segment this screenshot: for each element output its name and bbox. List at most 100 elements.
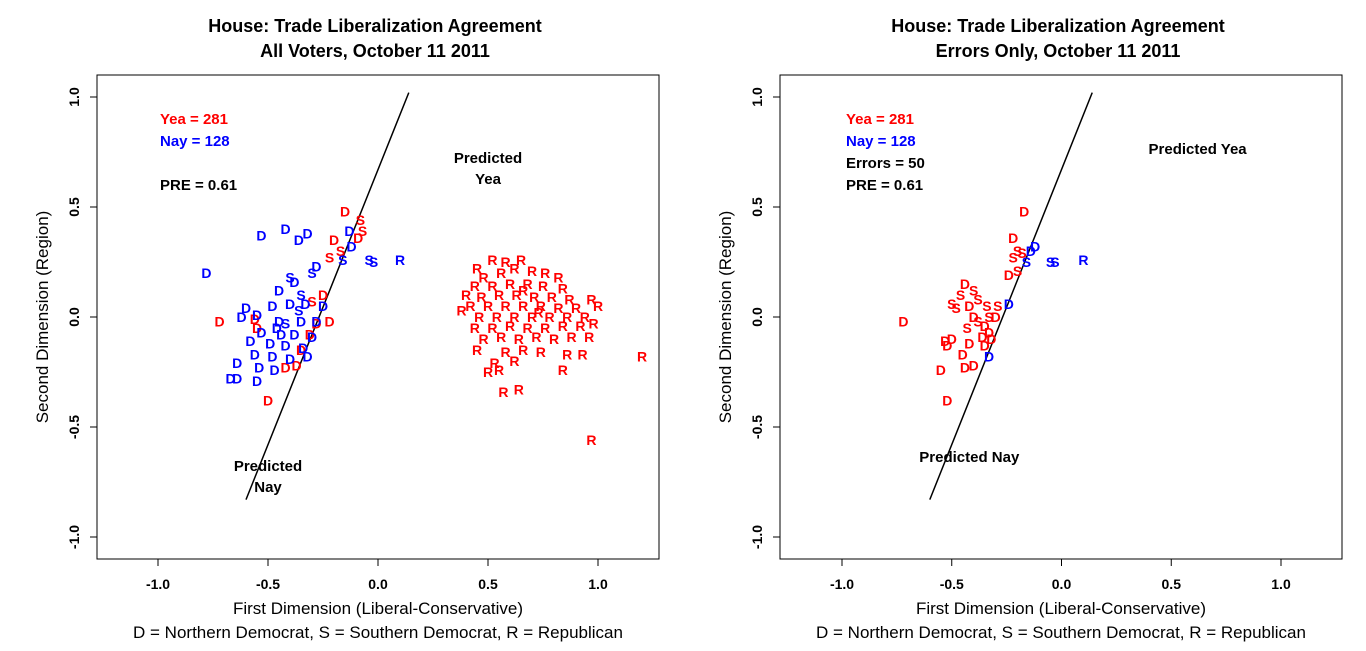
legislator-point: R xyxy=(501,298,511,314)
legislator-point: R xyxy=(562,309,572,325)
legislator-point: S xyxy=(356,212,365,228)
party-legend-note: D = Northern Democrat, S = Southern Demo… xyxy=(816,623,1306,642)
legislator-point: R xyxy=(571,300,581,316)
legislator-point: R xyxy=(496,265,506,281)
x-axis: -1.0 -0.5 0.0 0.5 1.0 xyxy=(146,559,608,592)
legislator-point: S xyxy=(369,254,378,270)
legislator-point: R xyxy=(514,382,524,398)
legislator-point: R xyxy=(509,353,519,369)
legislator-point: D xyxy=(270,362,280,378)
y-tick-label: 0.0 xyxy=(66,307,82,327)
legislator-point: R xyxy=(476,289,486,305)
chart-title: House: Trade Liberalization Agreement xyxy=(208,16,541,36)
legislator-point: D xyxy=(984,349,994,365)
legislator-point: D xyxy=(311,316,321,332)
legislator-point: R xyxy=(474,309,484,325)
legislator-point: D xyxy=(964,335,974,351)
legislator-point: D xyxy=(303,349,313,365)
legislator-point: D xyxy=(329,232,339,248)
legislator-point: S xyxy=(325,250,334,266)
legislator-point: D xyxy=(980,318,990,334)
legislator-point: D xyxy=(215,313,225,329)
legislator-point: R xyxy=(540,265,550,281)
chart-title: House: Trade Liberalization Agreement xyxy=(891,16,1224,36)
legislator-point: D xyxy=(296,342,306,358)
legislator-point: R xyxy=(490,355,500,371)
panel-errors-only: House: Trade Liberalization Agreement Er… xyxy=(716,16,1343,642)
legislator-point: D xyxy=(250,311,260,327)
legislator-point: S xyxy=(338,252,347,268)
legislator-point: D xyxy=(285,296,295,312)
legislator-point: R xyxy=(593,298,603,314)
y-axis: -1.0 -0.5 0.0 0.5 1.0 xyxy=(66,87,97,549)
legislator-point: D xyxy=(276,327,286,343)
legislator-point: S xyxy=(281,316,290,332)
legislator-point: S xyxy=(973,291,982,307)
legislator-point: R xyxy=(637,349,647,365)
legislator-point: R xyxy=(586,432,596,448)
legislator-point: R xyxy=(536,344,546,360)
legislator-point: R xyxy=(575,318,585,334)
x-tick-label: 0.5 xyxy=(478,576,498,592)
legislator-point: D xyxy=(1026,243,1036,259)
legislator-point: S xyxy=(1050,254,1059,270)
legislator-point: D xyxy=(1030,239,1040,255)
legislator-point: D xyxy=(969,309,979,325)
x-tick-label: 0.0 xyxy=(368,576,388,592)
legislator-point: R xyxy=(487,320,497,336)
legislator-point: D xyxy=(265,335,275,351)
legislator-point: R xyxy=(558,318,568,334)
legislator-point: D xyxy=(936,362,946,378)
legislator-point: R xyxy=(534,305,544,321)
x-tick-label: -0.5 xyxy=(256,576,280,592)
legislator-point: R xyxy=(505,276,515,292)
legislator-point: D xyxy=(318,298,328,314)
legislator-point: R xyxy=(461,287,471,303)
legislator-point: D xyxy=(263,393,273,409)
legislator-point: D xyxy=(1008,230,1018,246)
legislator-point: R xyxy=(523,276,533,292)
legislator-point: R xyxy=(527,263,537,279)
legislator-point: D xyxy=(274,313,284,329)
legislator-point: R xyxy=(483,364,493,380)
chart-subtitle: All Voters, October 11 2011 xyxy=(260,41,490,61)
legislator-point: D xyxy=(281,360,291,376)
legislator-point: R xyxy=(514,331,524,347)
legislator-point: D xyxy=(964,298,974,314)
legislator-point: D xyxy=(232,371,242,387)
cutting-line xyxy=(929,92,1093,500)
legislator-point: D xyxy=(241,300,251,316)
legislator-point: R xyxy=(483,298,493,314)
x-tick-label: -1.0 xyxy=(830,576,854,592)
y-tick-label: 0.5 xyxy=(66,197,82,217)
legislator-point: S xyxy=(365,252,374,268)
legislator-point: S xyxy=(358,223,367,239)
legislator-point: D xyxy=(289,327,299,343)
x-axis-label: First Dimension (Liberal-Conservative) xyxy=(916,599,1206,618)
legislator-point: R xyxy=(523,320,533,336)
vote-stats: Yea = 281 Nay = 128 Errors = 50 PRE = 0.61 xyxy=(846,111,925,194)
legislator-point: R xyxy=(580,309,590,325)
legislator-point: D xyxy=(1019,203,1029,219)
cutting-line xyxy=(245,92,410,500)
legislator-point: D xyxy=(305,327,315,343)
legislator-point: D xyxy=(256,324,266,340)
legislator-point: R xyxy=(498,384,508,400)
legislator-point: D xyxy=(267,349,277,365)
legislator-point: R xyxy=(470,278,480,294)
legislator-point: R xyxy=(496,329,506,345)
legislator-point: R xyxy=(529,289,539,305)
cutting-line-segment xyxy=(245,92,410,500)
legislator-point: R xyxy=(518,342,528,358)
legislator-point: S xyxy=(307,294,316,310)
legislator-point: D xyxy=(1004,267,1014,283)
legislator-point: S xyxy=(307,265,316,281)
legislator-point: R xyxy=(562,346,572,362)
y-tick-label: 1.0 xyxy=(749,87,765,107)
legislator-point: R xyxy=(527,309,537,325)
legislator-point: D xyxy=(296,313,306,329)
legislator-point: S xyxy=(1046,254,1055,270)
